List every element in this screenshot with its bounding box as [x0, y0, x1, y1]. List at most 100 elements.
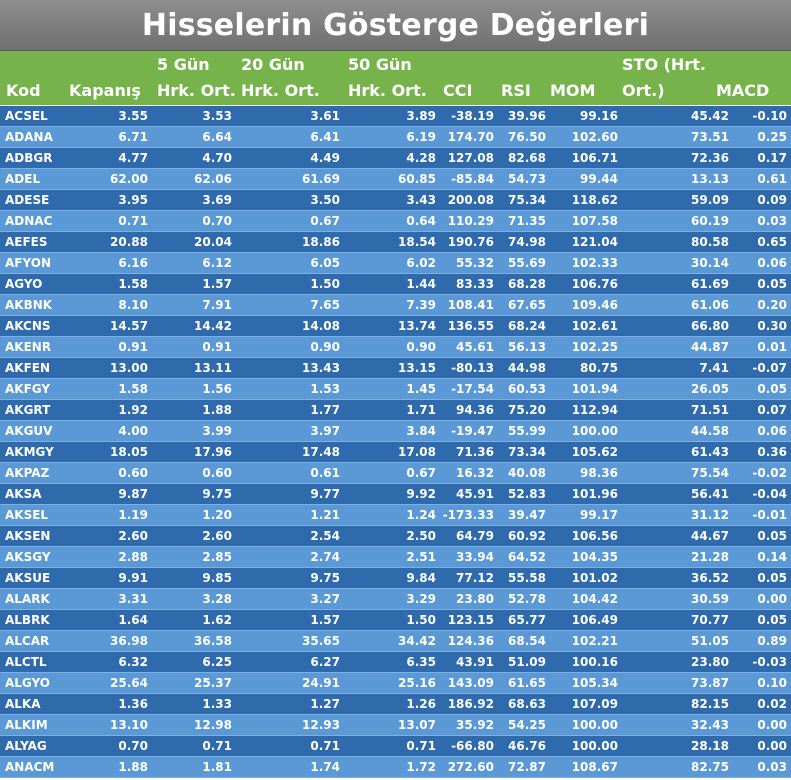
cell-sto: 21.28: [622, 546, 733, 568]
cell-ma5: 0.91: [152, 336, 236, 358]
header-macd: MACD: [716, 81, 770, 100]
cell-ma50: 3.84: [344, 420, 440, 442]
cell-kapanis: 18.05: [64, 441, 152, 463]
cell-ma50: 1.71: [344, 399, 440, 421]
cell-kapanis: 8.10: [64, 294, 152, 316]
header-cci: CCI: [443, 81, 473, 100]
cell-ma5: 1.33: [152, 693, 236, 715]
cell-mom: 100.00: [550, 714, 622, 736]
cell-ma20: 9.75: [236, 567, 344, 589]
table-row: AGYO 1.58 1.57 1.50 1.44 83.33 68.28 106.76 61.6…: [0, 273, 791, 295]
cell-mom: 98.36: [550, 462, 622, 484]
cell-cci: 124.36: [440, 630, 498, 652]
cell-sto: 26.05: [622, 378, 733, 400]
cell-ma5: 6.25: [152, 651, 236, 673]
cell-rsi: 39.96: [498, 106, 550, 127]
cell-ma5: 4.70: [152, 147, 236, 169]
cell-kod: ALKA: [0, 693, 64, 715]
cell-macd: 0.00: [733, 714, 791, 736]
cell-kod: AKMGY: [0, 441, 64, 463]
cell-sto: 44.58: [622, 420, 733, 442]
cell-rsi: 55.99: [498, 420, 550, 442]
cell-ma50: 6.35: [344, 651, 440, 673]
cell-ma20: 6.27: [236, 651, 344, 673]
cell-sto: 61.43: [622, 441, 733, 463]
cell-ma5: 1.57: [152, 273, 236, 295]
cell-sto: 7.41: [622, 357, 733, 379]
cell-kapanis: 0.60: [64, 462, 152, 484]
cell-kapanis: 4.00: [64, 420, 152, 442]
cell-mom: 105.62: [550, 441, 622, 463]
cell-cci: 16.32: [440, 462, 498, 484]
table-row: AKSEN 2.60 2.60 2.54 2.50 64.79 60.92 106.56 44.…: [0, 525, 791, 547]
cell-ma20: 14.08: [236, 315, 344, 337]
table-row: ALKA 1.36 1.33 1.27 1.26 186.92 68.63 107.09 82.…: [0, 693, 791, 715]
cell-kod: AKENR: [0, 336, 64, 358]
cell-kod: ADBGR: [0, 147, 64, 169]
cell-kod: ALCAR: [0, 630, 64, 652]
cell-rsi: 55.69: [498, 252, 550, 274]
cell-cci: 35.92: [440, 714, 498, 736]
cell-ma20: 24.91: [236, 672, 344, 694]
cell-ma50: 17.08: [344, 441, 440, 463]
cell-ma20: 0.67: [236, 210, 344, 232]
cell-macd: 0.02: [733, 693, 791, 715]
cell-ma5: 2.60: [152, 525, 236, 547]
cell-rsi: 54.73: [498, 168, 550, 190]
cell-cci: 127.08: [440, 147, 498, 169]
cell-macd: 0.17: [733, 147, 791, 169]
cell-ma50: 7.39: [344, 294, 440, 316]
cell-ma5: 3.99: [152, 420, 236, 442]
cell-kapanis: 1.64: [64, 609, 152, 631]
cell-cci: 45.61: [440, 336, 498, 358]
cell-rsi: 68.63: [498, 693, 550, 715]
cell-ma20: 0.61: [236, 462, 344, 484]
cell-kapanis: 20.88: [64, 231, 152, 253]
cell-sto: 28.18: [622, 735, 733, 757]
cell-ma20: 3.97: [236, 420, 344, 442]
cell-ma50: 2.51: [344, 546, 440, 568]
cell-cci: -173.33: [440, 504, 498, 526]
cell-kapanis: 62.00: [64, 168, 152, 190]
cell-rsi: 72.87: [498, 756, 550, 778]
cell-ma20: 4.49: [236, 147, 344, 169]
header-ma5-bottom: Hrk. Ort.: [157, 81, 236, 100]
cell-macd: 0.05: [733, 567, 791, 589]
cell-ma5: 3.69: [152, 189, 236, 211]
cell-macd: 0.09: [733, 189, 791, 211]
cell-mom: 99.16: [550, 106, 622, 127]
cell-ma20: 3.27: [236, 588, 344, 610]
cell-ma20: 61.69: [236, 168, 344, 190]
cell-kapanis: 3.31: [64, 588, 152, 610]
cell-mom: 109.46: [550, 294, 622, 316]
sheet-title: Hisselerin Gösterge Değerleri: [0, 0, 791, 51]
table-row: AKFGY 1.58 1.56 1.53 1.45 -17.54 60.53 101.94 26…: [0, 378, 791, 400]
header-ma50-bottom: Hrk. Ort.: [348, 81, 427, 100]
cell-ma20: 1.53: [236, 378, 344, 400]
cell-ma5: 0.70: [152, 210, 236, 232]
cell-cci: 33.94: [440, 546, 498, 568]
cell-macd: 0.89: [733, 630, 791, 652]
cell-rsi: 68.28: [498, 273, 550, 295]
table-row: AKCNS 14.57 14.42 14.08 13.74 136.55 68.24 102.…: [0, 315, 791, 337]
cell-ma20: 2.74: [236, 546, 344, 568]
cell-kod: ACSEL: [0, 106, 64, 127]
cell-ma20: 6.41: [236, 126, 344, 148]
cell-ma20: 9.77: [236, 483, 344, 505]
cell-ma5: 1.81: [152, 756, 236, 778]
cell-ma5: 3.28: [152, 588, 236, 610]
cell-ma50: 13.74: [344, 315, 440, 337]
cell-kapanis: 1.36: [64, 693, 152, 715]
cell-sto: 75.54: [622, 462, 733, 484]
cell-sto: 82.75: [622, 756, 733, 778]
cell-ma5: 2.85: [152, 546, 236, 568]
indicator-table: ACSEL 3.55 3.53 3.61 3.89 -38.19 39.96 99.16 45.…: [0, 106, 791, 778]
table-row: ACSEL 3.55 3.53 3.61 3.89 -38.19 39.96 99.16 45.…: [0, 106, 791, 127]
cell-rsi: 71.35: [498, 210, 550, 232]
cell-mom: 108.67: [550, 756, 622, 778]
cell-ma50: 3.29: [344, 588, 440, 610]
cell-mom: 112.94: [550, 399, 622, 421]
cell-macd: 0.14: [733, 546, 791, 568]
cell-cci: -85.84: [440, 168, 498, 190]
cell-macd: -0.04: [733, 483, 791, 505]
